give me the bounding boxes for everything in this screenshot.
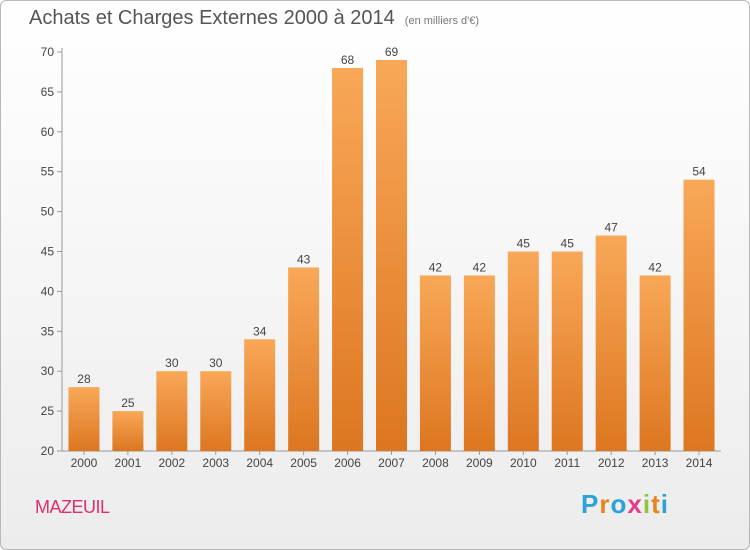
data-label: 42: [648, 260, 662, 274]
x-tick-label: 2013: [642, 456, 669, 470]
y-tick-label: 45: [41, 245, 55, 259]
y-tick-label: 20: [41, 444, 55, 458]
bar: [551, 251, 583, 451]
chart-title-text: Achats et Charges Externes 2000 à 2014: [29, 7, 395, 29]
data-label: 43: [297, 252, 311, 266]
brand-letter: t: [651, 489, 661, 519]
bars: [68, 59, 715, 452]
chart-subtitle: (en milliers d'€): [404, 15, 480, 27]
data-label: 68: [341, 53, 355, 67]
bar: [68, 387, 100, 451]
bar: [156, 371, 188, 451]
bar: [244, 339, 276, 451]
x-tick-label: 2001: [115, 456, 142, 470]
data-label: 25: [121, 396, 135, 410]
bar: [595, 235, 627, 451]
y-tick-label: 70: [41, 45, 55, 59]
data-label: 42: [473, 260, 487, 274]
bar: [507, 251, 539, 451]
y-tick-label: 50: [41, 205, 55, 219]
x-tick-label: 2009: [466, 456, 493, 470]
x-tick-label: 2005: [290, 456, 317, 470]
y-tick-label: 25: [41, 404, 55, 418]
bar: [376, 59, 407, 451]
bar: [112, 411, 144, 451]
x-tick-label: 2006: [334, 456, 361, 470]
y-tick-label: 65: [41, 85, 55, 99]
y-tick-label: 60: [41, 125, 55, 139]
brand-letter: x: [627, 489, 643, 519]
data-label: 34: [253, 324, 267, 338]
brand-letter: o: [610, 489, 628, 519]
x-tick-label: 2014: [686, 456, 713, 470]
data-labels: 28 25 30 30 34 43 68 69 42 42 45 45 47 42 54: [77, 45, 706, 410]
data-label: 45: [517, 237, 531, 251]
bar: [200, 371, 232, 451]
brand-letter: i: [642, 489, 652, 519]
bar: [288, 267, 320, 451]
x-tick-label: 2004: [246, 456, 273, 470]
data-label: 54: [692, 165, 706, 179]
brand-letter: r: [599, 489, 611, 519]
y-tick-label: 40: [41, 284, 55, 298]
x-tick-label: 2011: [554, 456, 580, 470]
x-tick-label: 2012: [598, 456, 625, 470]
data-label: 42: [429, 260, 443, 274]
commune-name: MAZEUIL: [35, 497, 110, 517]
y-tick-label: 55: [41, 165, 55, 179]
brand-logo[interactable]: Proxiti: [581, 489, 669, 520]
brand-letter: i: [660, 489, 669, 519]
x-tick-label: 2000: [71, 456, 98, 470]
data-label: 30: [209, 356, 223, 370]
x-tick-label: 2008: [422, 456, 449, 470]
x-tick-label: 2002: [158, 456, 185, 470]
data-label: 47: [604, 221, 618, 235]
x-tick-label: 2003: [202, 456, 229, 470]
bar: [419, 275, 451, 451]
x-tick-label: 2010: [510, 456, 537, 470]
brand-letter: P: [581, 489, 600, 519]
y-tick-label: 30: [41, 364, 55, 378]
x-tick-label: 2007: [378, 456, 405, 470]
y-tick-label: 35: [41, 324, 55, 338]
data-label: 69: [385, 45, 399, 59]
bar: [332, 67, 364, 452]
data-label: 45: [561, 237, 575, 251]
data-label: 28: [77, 372, 91, 386]
bar: [683, 179, 715, 451]
chart-title: Achats et Charges Externes 2000 à 2014 (e…: [29, 7, 479, 30]
bar: [463, 275, 495, 451]
bar: [639, 275, 671, 451]
data-label: 30: [165, 356, 179, 370]
